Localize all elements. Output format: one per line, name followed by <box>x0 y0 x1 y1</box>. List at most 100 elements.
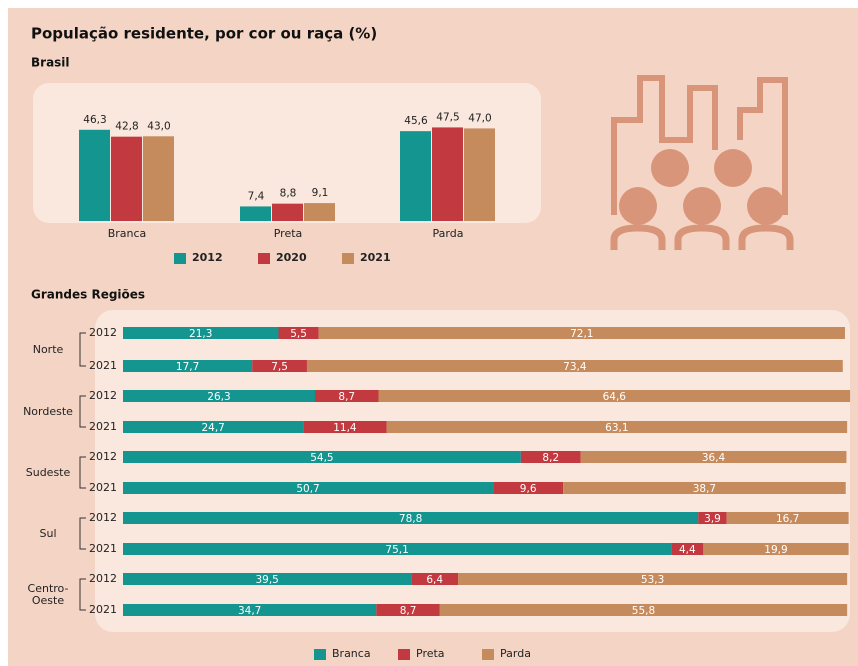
data-label: 72,1 <box>570 328 593 340</box>
data-label: 24,7 <box>201 422 224 434</box>
bar-segment <box>123 543 672 555</box>
bar-segment <box>123 604 377 616</box>
bar-segment <box>726 512 849 524</box>
bar-segment <box>123 327 279 339</box>
bracket <box>79 332 86 367</box>
bar <box>272 203 303 221</box>
x-tick-label: Parda <box>433 227 464 240</box>
icon <box>611 75 788 215</box>
bar-segment <box>386 421 848 433</box>
bar-segment <box>123 512 699 524</box>
data-label: 43,0 <box>147 120 170 132</box>
bar-segment <box>703 543 849 555</box>
subtitle: Grandes Regiões <box>31 288 145 302</box>
data-label: 42,8 <box>115 121 138 133</box>
data-label: 19,9 <box>764 544 787 556</box>
x-tick-label: Preta <box>274 227 303 240</box>
bracket <box>79 517 86 550</box>
bar <box>304 203 335 221</box>
bracket <box>79 456 86 489</box>
data-label: 8,7 <box>338 391 355 403</box>
bar-segment <box>671 543 704 555</box>
bar-segment <box>580 451 847 463</box>
bar <box>464 128 495 221</box>
legend-swatch <box>314 649 326 660</box>
bar-segment <box>439 604 848 616</box>
bar-segment <box>563 482 846 494</box>
data-label: 36,4 <box>702 452 726 464</box>
data-label: 64,6 <box>603 391 627 403</box>
data-label: 16,7 <box>776 513 799 525</box>
data-label: 53,3 <box>641 574 664 586</box>
bar-segment <box>698 512 727 524</box>
data-label: 46,3 <box>83 114 106 126</box>
region-label: Nordeste <box>23 404 73 418</box>
data-label: 3,9 <box>704 513 721 525</box>
legend-swatch <box>258 253 270 264</box>
data-label: 78,8 <box>399 513 422 525</box>
bar-segment <box>123 390 315 402</box>
data-label: 38,7 <box>693 483 716 495</box>
data-label: 34,7 <box>238 605 261 617</box>
bar-segment <box>303 421 387 433</box>
bar-segment <box>493 482 564 494</box>
bar-segment <box>123 573 412 585</box>
row-label: 2021 <box>89 542 117 555</box>
row-label: 2021 <box>89 420 117 433</box>
bar-segment <box>306 360 843 372</box>
data-label: 8,2 <box>542 452 559 464</box>
data-label: 7,5 <box>271 361 288 373</box>
bar-segment <box>123 482 494 494</box>
title: População residente, por cor ou raça (%) <box>31 25 377 43</box>
legend-label: Parda <box>500 647 531 660</box>
subtitle: Brasil <box>31 56 70 70</box>
bar <box>432 127 463 221</box>
icon-people <box>619 149 785 225</box>
data-label: 54,5 <box>310 452 333 464</box>
bar-segment <box>378 390 851 402</box>
region-label: Norte <box>32 342 64 356</box>
legend-swatch <box>174 253 186 264</box>
legend-swatch <box>482 649 494 660</box>
legend-swatch <box>342 253 354 264</box>
row-label: 2012 <box>89 450 117 463</box>
bracket <box>79 578 86 611</box>
data-label: 17,7 <box>176 361 199 373</box>
bar-segment <box>252 360 307 372</box>
data-label: 75,1 <box>385 544 408 556</box>
bar-segment <box>123 421 304 433</box>
bar-segment <box>318 327 845 339</box>
region-label: Sul <box>39 526 57 540</box>
bar <box>143 136 174 221</box>
icon-bodies <box>610 224 794 250</box>
data-label: 47,0 <box>468 112 491 124</box>
row-label: 2012 <box>89 572 117 585</box>
bar <box>240 206 271 221</box>
region-label: Sudeste <box>25 465 71 479</box>
legend-label: Preta <box>416 647 445 660</box>
data-label: 6,4 <box>426 574 443 586</box>
data-label: 5,5 <box>290 328 307 340</box>
bar-segment <box>278 327 319 339</box>
row-label: 2012 <box>89 511 117 524</box>
legend-swatch <box>398 649 410 660</box>
data-label: 11,4 <box>333 422 357 434</box>
legend-label: 2021 <box>360 251 391 264</box>
legend-label: Branca <box>332 647 371 660</box>
data-label: 8,8 <box>280 188 297 200</box>
bar-segment <box>123 451 521 463</box>
data-label: 55,8 <box>632 605 655 617</box>
row-label: 2021 <box>89 481 117 494</box>
bar <box>79 129 110 221</box>
data-label: 21,3 <box>189 328 212 340</box>
bar-segment <box>458 573 848 585</box>
data-label: 47,5 <box>436 111 459 123</box>
data-label: 39,5 <box>255 574 278 586</box>
row-label: 2012 <box>89 389 117 402</box>
bar <box>400 131 431 221</box>
row-label: 2021 <box>89 359 117 372</box>
bar-segment <box>520 451 581 463</box>
bar-segment <box>376 604 440 616</box>
bar-segment <box>314 390 379 402</box>
data-label: 26,3 <box>207 391 230 403</box>
